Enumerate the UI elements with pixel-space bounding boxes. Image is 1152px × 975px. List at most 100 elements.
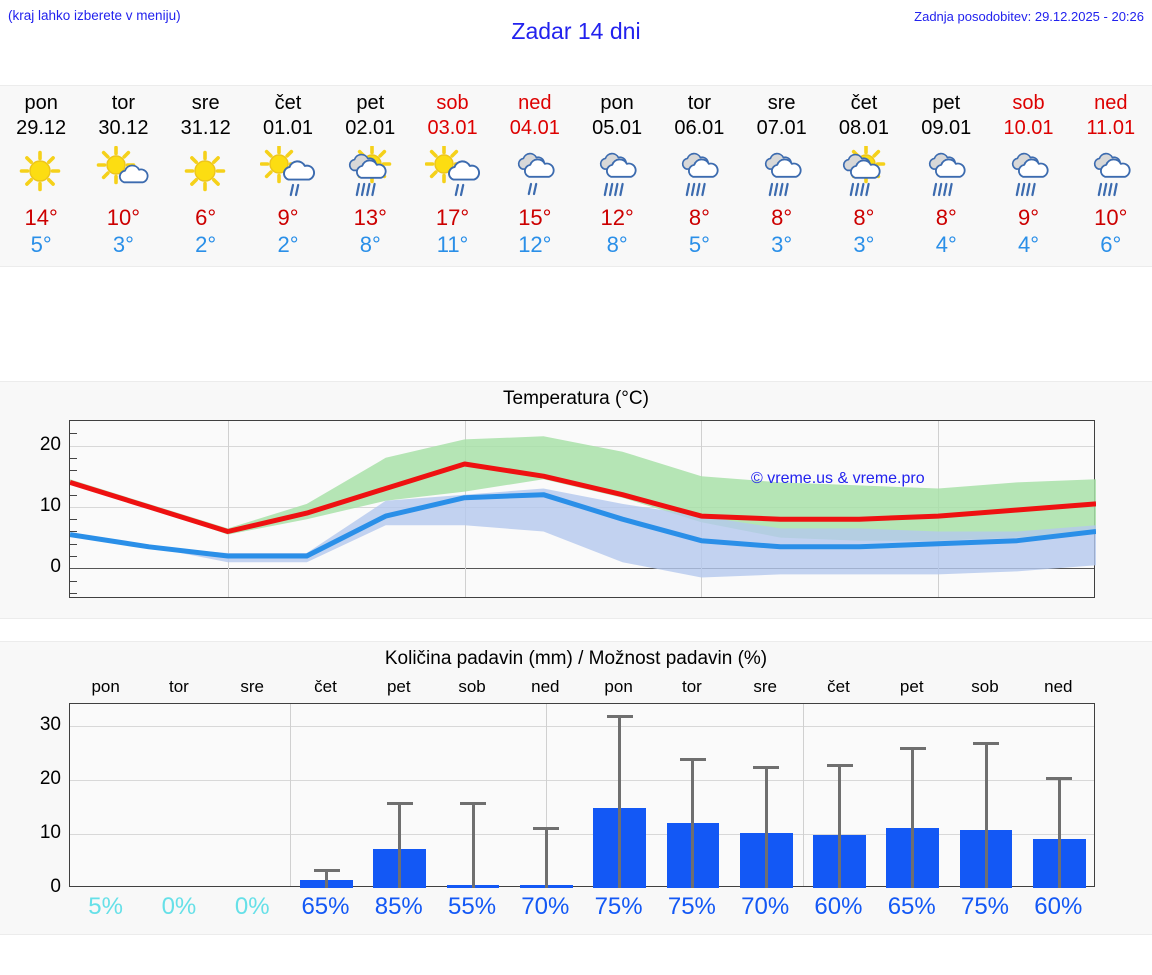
cloud-heavyrain-icon [1001, 143, 1057, 201]
forecast-day-column[interactable]: sre 31.12 6° 2° [165, 86, 247, 266]
precipitation-probability-label: 85% [374, 893, 423, 920]
forecast-day-column[interactable]: sob 03.01 17° 11° [411, 86, 493, 266]
y-axis-minor-tick [70, 457, 77, 459]
forecast-day-column[interactable]: ned 11.01 10° 6° [1070, 86, 1152, 266]
precipitation-day-label: pet [899, 677, 924, 696]
precipitation-error-bar-stem [764, 766, 768, 888]
sun-icon [178, 143, 234, 201]
precipitation-day-label: tor [681, 677, 702, 696]
day-of-week-label: pet [932, 92, 961, 114]
max-temp-line [70, 461, 1096, 534]
max-temperature-label: 10° [106, 205, 141, 230]
min-temperature-label: 5° [30, 232, 52, 257]
gridline [70, 725, 1094, 727]
sun-icon [13, 143, 69, 201]
precipitation-day-label: sob [458, 677, 486, 696]
min-temp-range-band [70, 488, 1096, 578]
forecast-day-column[interactable]: pet 09.01 8° 4° [905, 86, 987, 266]
day-of-week-label: tor [687, 92, 712, 114]
day-of-week-label: čet [850, 92, 878, 114]
forecast-day-column[interactable]: pon 29.12 14° 5° [0, 86, 82, 266]
day-date-label: 07.01 [756, 117, 807, 139]
precipitation-probability-label: 75% [667, 893, 716, 920]
day-of-week-label: pet [356, 92, 385, 114]
precipitation-day-label: ned [531, 677, 560, 696]
day-date-label: 06.01 [674, 117, 725, 139]
forecast-day-column[interactable]: ned 04.01 15° 12° [494, 86, 576, 266]
day-of-week-label: sre [191, 92, 220, 114]
precipitation-error-bar-cap [606, 714, 633, 718]
forecast-day-column[interactable]: pon 05.01 12° 8° [576, 86, 658, 266]
day-of-week-label: ned [1094, 92, 1128, 114]
forecast-day-column[interactable]: sre 07.01 8° 3° [741, 86, 823, 266]
precipitation-chart-panel: Količina padavin (mm) / Možnost padavin … [0, 641, 1152, 935]
max-temperature-label: 8° [935, 205, 957, 230]
daily-forecast-strip: pon 29.12 14° 5° tor 30.12 10° 3° sre 31.12 6° 2° če… [0, 85, 1152, 267]
precipitation-probability-label: 5% [88, 893, 123, 920]
max-temperature-label: 9° [1017, 205, 1040, 230]
day-of-week-label: pon [600, 92, 634, 114]
max-temperature-label: 17° [435, 205, 470, 230]
precipitation-error-bar-cap [973, 741, 1000, 745]
y-axis-minor-tick [70, 494, 77, 496]
min-temperature-label: 2° [277, 232, 299, 257]
top-bar: (kraj lahko izberete v meniju) Zadar 14 … [0, 0, 1152, 62]
gridline [70, 833, 1094, 835]
y-axis-minor-tick [70, 531, 77, 533]
precipitation-error-bar-stem [618, 714, 622, 888]
day-of-week-label: tor [111, 92, 136, 114]
day-of-week-label: pon [24, 92, 58, 114]
cloud-heavyrain-icon [1083, 143, 1139, 201]
gridline-vertical [546, 704, 548, 886]
min-temperature-label: 12° [518, 232, 552, 257]
y-axis-tick-label: 20 [39, 433, 61, 455]
gridline-vertical [289, 704, 291, 886]
precipitation-probability-row: 5% 0% 0% 65% 85% 55% 70% 75% 75% 70% 60% 65% 75% 60% [69, 893, 1095, 921]
precipitation-probability-label: 70% [741, 893, 790, 920]
precipitation-day-label: sob [971, 677, 999, 696]
precipitation-day-label: pon [604, 677, 633, 696]
day-of-week-label: sre [767, 92, 796, 114]
precipitation-error-bar-cap [753, 766, 780, 770]
y-axis-tick-label: 20 [39, 767, 61, 789]
precipitation-day-label: čet [827, 677, 850, 696]
precipitation-probability-label: 0% [234, 893, 270, 920]
day-of-week-label: sob [436, 92, 469, 114]
forecast-day-column[interactable]: sob 10.01 9° 4° [987, 86, 1069, 266]
day-date-label: 29.12 [16, 117, 67, 139]
page-title: Zadar 14 dni [511, 18, 641, 44]
precipitation-probability-label: 75% [594, 893, 643, 920]
precipitation-error-bar-cap [460, 802, 487, 806]
gridline [70, 568, 1094, 570]
forecast-day-column[interactable]: tor 30.12 10° 3° [82, 86, 164, 266]
day-date-label: 03.01 [427, 117, 478, 139]
precipitation-error-bar-cap [679, 758, 706, 762]
cloud-rain-icon [507, 143, 563, 201]
min-temp-line [70, 492, 1096, 559]
sun-cloud-icon [95, 143, 151, 201]
forecast-day-column[interactable]: čet 01.01 9° 2° [247, 86, 329, 266]
precipitation-probability-label: 65% [887, 893, 936, 920]
precipitation-probability-label: 75% [960, 893, 1010, 920]
precipitation-error-bar-stem [471, 802, 475, 888]
precipitation-error-bar-stem [691, 758, 695, 888]
min-temperature-label: 5° [688, 232, 710, 257]
precipitation-chart-title: Količina padavin (mm) / Možnost padavin … [384, 648, 768, 669]
menu-hint-text: (kraj lahko izberete v meniju) [8, 8, 181, 23]
y-axis-minor-tick [70, 433, 77, 435]
forecast-day-column[interactable]: čet 08.01 8° 3° [823, 86, 905, 266]
sun-cloud-rain-icon [259, 143, 316, 201]
day-date-label: 04.01 [509, 117, 560, 139]
forecast-day-column[interactable]: tor 06.01 8° 5° [658, 86, 740, 266]
y-axis-minor-tick [70, 580, 77, 582]
min-temperature-label: 3° [771, 232, 793, 257]
forecast-day-column[interactable]: pet 02.01 13° 8° [329, 86, 411, 266]
precipitation-error-bar-stem [911, 747, 915, 888]
precipitation-day-label: čet [314, 677, 337, 696]
max-temperature-label: 8° [688, 205, 710, 230]
y-axis-tick-label: 10 [39, 821, 61, 843]
y-axis-minor-tick [70, 592, 77, 594]
y-axis-tick-label: 30 [39, 713, 61, 735]
precipitation-probability-label: 70% [521, 893, 570, 920]
